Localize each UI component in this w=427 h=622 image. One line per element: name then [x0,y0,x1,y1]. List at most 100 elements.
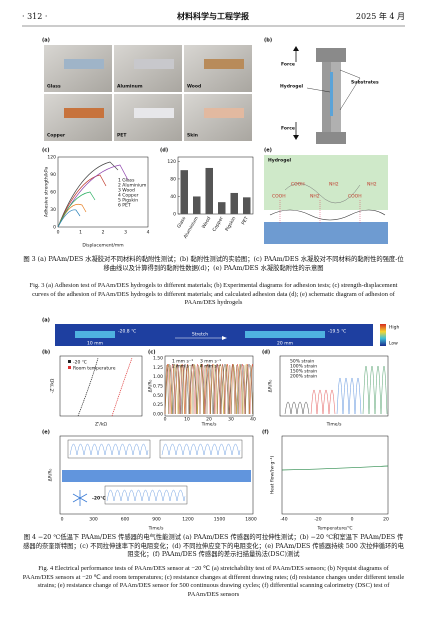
axis-labels: 0 300 600 900 1200 1500 1800 [61,517,257,523]
panel-label: (a) [42,318,50,324]
legend-entry: 2 Aluminium [118,183,146,189]
legend-entry: 4 Copper [118,193,139,199]
inset [67,439,151,459]
photo-label: Aluminum [117,84,143,90]
y-axis-label: Heat flow/(w·g⁻¹) [270,455,276,494]
x-axis-label: Time/s [148,526,165,532]
x-tick-label: Wood [201,216,213,230]
caption-zh: 图 3 (a) PAAm/DES 水凝胶对不同材料的黏附性测试；(b) 黏附性测… [23,256,404,272]
x-axis-label: Temperature/℃ [316,526,352,532]
x-tick-label: 900 [152,517,161,523]
temperature: -20.8 ℃ [118,329,136,335]
y-tick-label: 0.00 [153,412,163,418]
length: 20 mm [277,341,293,347]
functional-group: COOH [272,194,286,200]
x-axis-label: Displacement/mm [82,243,123,249]
x-tick-label: 1 [79,230,82,236]
y-tick-label: 0.75 [153,384,163,390]
legend-entry: 4 mm s⁻¹ [200,364,221,370]
photo-label: Copper [47,133,66,139]
x-tick-label: 20 [206,417,212,423]
y-tick-label: 120 [47,155,56,161]
legend-entry: 6 PET [118,203,131,209]
bar [205,167,213,214]
y-axis-label: ΔR/R₀ [148,379,154,392]
sample [134,108,174,118]
signal [164,363,254,415]
caption-en: Fig. 3 (a) Adhesion test of PAAm/DES hyd… [29,282,398,307]
x-tick-label: 2 [102,230,105,236]
y-tick-label: 120 [167,159,176,165]
y-tick-label: 0.50 [153,393,163,399]
panel-label: (c) [42,148,50,154]
x-tick-label: 1200 [182,517,194,523]
x-tick-label: 10 [184,417,190,423]
y-tick-label: 0.25 [153,402,163,408]
plot-frame [177,156,254,215]
photo-label: Skin [187,133,198,139]
sample [64,108,104,118]
signal [336,377,362,415]
x-tick-label: 0 [164,417,167,423]
x-tick-label: 30 [228,417,234,423]
functional-group: COOH [348,194,362,200]
y-tick-label: 1.00 [153,374,163,380]
x-tick-label: Copper [211,216,224,233]
x-tick-label: PET [240,216,249,226]
y-axis-label: Adhesive strength/kPa [44,167,50,218]
y-tick-label: 30 [50,207,56,213]
x-tick-label: 3 [124,230,127,236]
panel-label: (d) [160,148,168,154]
y-tick-label: 0 [53,225,56,231]
signal [69,443,149,456]
signal-plot: 0.00 0.25 0.50 0.75 1.00 1.25 1.50 0 10 20 30 40 1 m… [153,356,256,423]
y-tick-label: 1.25 [153,365,163,371]
y-tick-label: 80 [170,176,176,182]
arrow-label: Stretch [192,332,208,338]
x-axis-label: Time/s [326,422,343,428]
diagram-label: Substrates [351,80,379,86]
legend-entry: 1 Glass [118,178,135,184]
functional-groups: COOH COOH NH2 NH2 COOH NH2 [272,182,377,200]
x-tick-label: 20 [383,517,389,523]
signal [106,489,186,502]
plot-frame [281,435,389,515]
sample [134,59,174,69]
x-tick-label: 0 [57,230,60,236]
legend-entry: 1 mm s⁻¹ [172,359,193,365]
curves [57,161,129,228]
bar [193,196,201,214]
cycle-band [62,470,251,482]
x-axis-label: Z'/kΩ [95,422,107,428]
x-tick-label: 0 [351,517,354,523]
legend-entry: 2 mm s⁻¹ [172,364,193,370]
y-tick-label: 90 [50,172,56,178]
panel-label: (c) [148,350,156,356]
legend-entry: 3 mm s⁻¹ [200,359,221,365]
x-tick-label: 0 [61,517,64,523]
plot-frame [59,355,143,417]
functional-group: NH2 [310,194,320,200]
signal [164,365,254,415]
diagram-label: Force [281,126,295,132]
bar [243,197,251,214]
signal [161,443,241,456]
adhesion-schematic [264,155,388,244]
y-tick-label: 0 [173,212,176,218]
colorbar-label: High [389,325,399,331]
snowflake-icon [72,490,88,506]
y-tick-label: 1.50 [153,356,163,362]
sample [204,59,244,69]
y-tick-label: 60 [50,190,56,196]
schematic-label: Hydrogel [268,158,292,164]
bar [218,202,226,214]
panel-label: (f) [262,430,269,436]
sample [64,59,104,69]
functional-group: NH2 [367,182,377,188]
legend-entry: 3 Wood [118,188,135,194]
x-tick-label: 40 [250,417,256,423]
